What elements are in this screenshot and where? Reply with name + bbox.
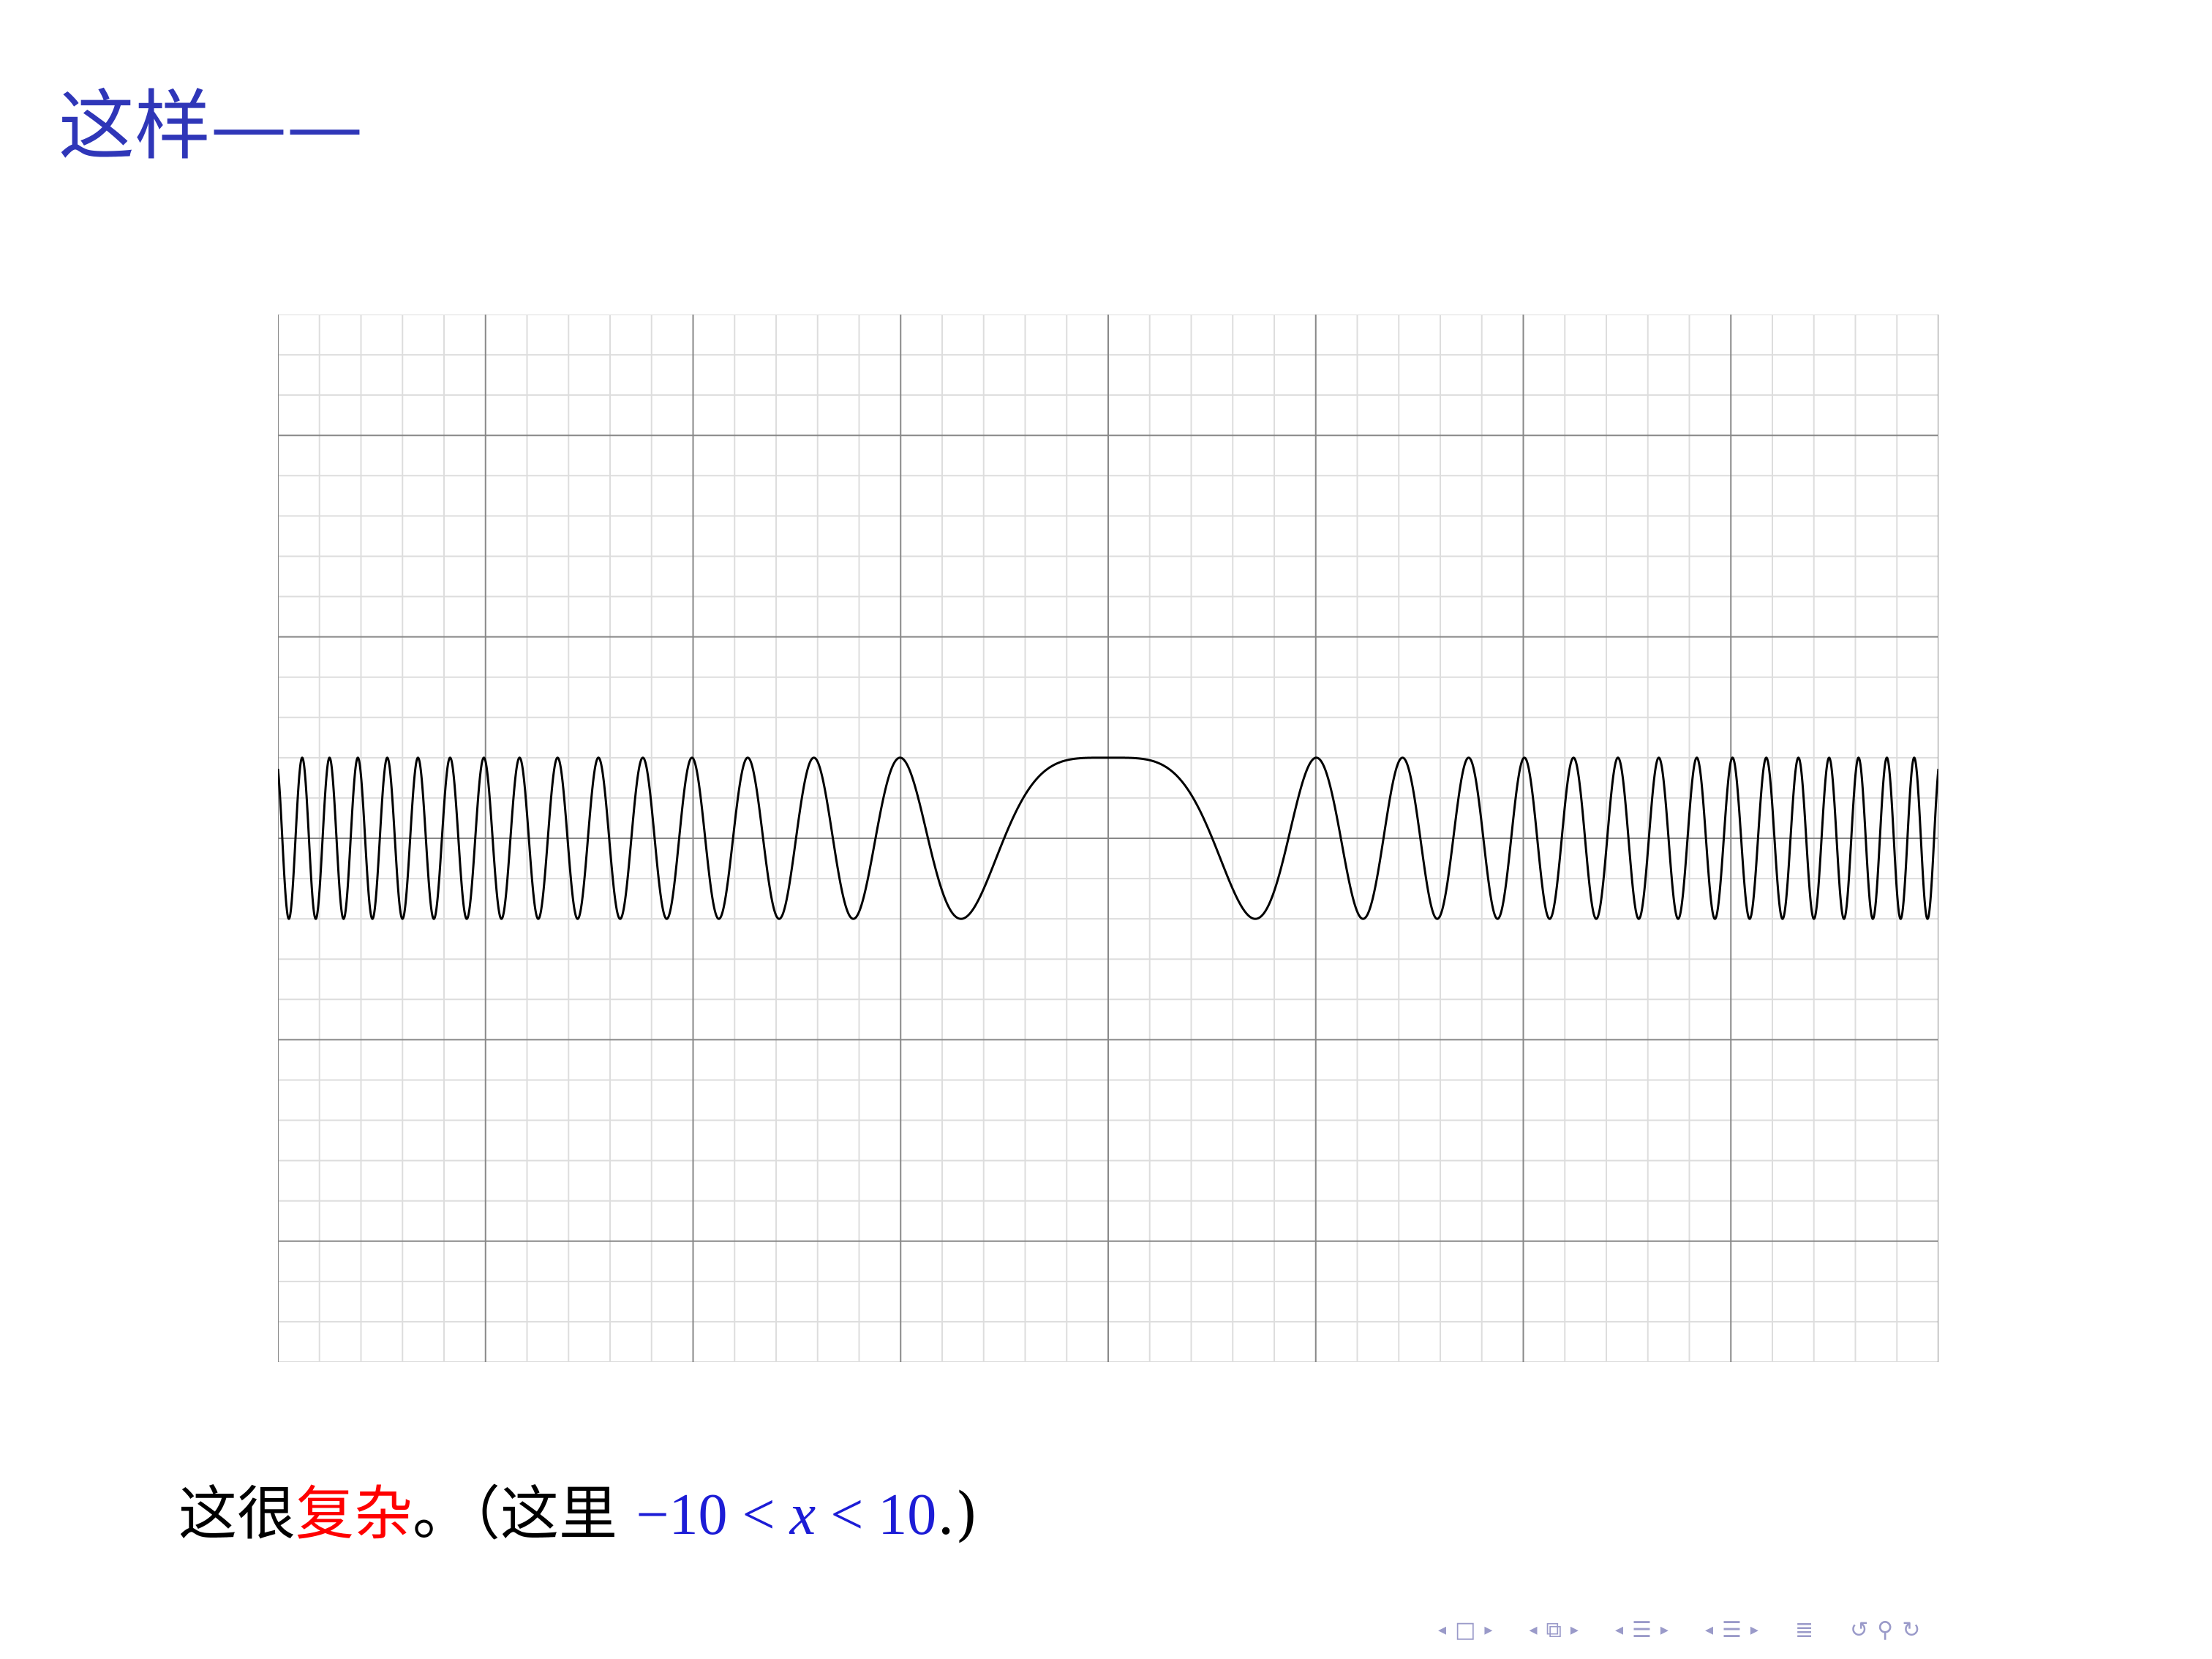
nav-frame-group: ◂ □ ▸ [1434,1617,1497,1643]
nav-search-group: ↺ ⚲ ↻ [1846,1617,1925,1643]
arrow-left-icon[interactable]: ◂ [1438,1620,1447,1639]
arrow-right-icon[interactable]: ▸ [1750,1620,1758,1639]
function-plot [278,315,1938,1362]
caption-end: .) [936,1480,978,1548]
slide-caption: 这很复杂。（这里 −10 < x < 10.) [178,1483,978,1547]
section-icon[interactable]: ☰ [1632,1617,1652,1643]
beamer-navigation-bar: ◂ □ ▸ ◂ ⧉ ▸ ◂ ☰ ▸ ◂ ☰ ▸ ≣ ↺ ⚲ ↻ [1434,1615,1952,1644]
arrow-right-icon[interactable]: ▸ [1570,1620,1579,1639]
math-variable: x [789,1483,816,1547]
align-icon[interactable]: ≣ [1794,1617,1814,1643]
redo-icon[interactable]: ↻ [1902,1617,1921,1643]
caption-suffix: 。（这里 [413,1480,636,1548]
nav-subsection-group: ◂ ⧉ ▸ [1524,1617,1583,1643]
caption-highlight: 复杂 [296,1480,413,1548]
presentation-icon[interactable]: ☰ [1722,1617,1742,1643]
arrow-left-icon[interactable]: ◂ [1704,1620,1714,1639]
major-grid [278,315,1938,1362]
nav-section-group: ◂ ☰ ▸ [1611,1617,1673,1643]
series-line-cos-x-squared [278,756,1938,920]
math-rhs: < 10 [816,1483,937,1547]
arrow-left-icon[interactable]: ◂ [1529,1620,1538,1639]
undo-icon[interactable]: ↺ [1850,1617,1869,1643]
math-lhs: −10 < [636,1483,790,1547]
search-icon[interactable]: ⚲ [1877,1617,1894,1643]
frame-icon[interactable]: □ [1455,1617,1476,1643]
arrow-right-icon[interactable]: ▸ [1484,1620,1493,1639]
caption-prefix: 这很 [178,1480,296,1548]
slide-title: 这样—— [59,81,364,170]
arrow-right-icon[interactable]: ▸ [1660,1620,1669,1639]
nav-align-group: ≣ [1791,1617,1818,1643]
nav-presentation-group: ◂ ☰ ▸ [1701,1617,1763,1643]
arrow-left-icon[interactable]: ◂ [1614,1620,1624,1639]
caption-math: −10 < x < 10 [636,1483,936,1547]
subsection-icon[interactable]: ⧉ [1546,1617,1562,1643]
